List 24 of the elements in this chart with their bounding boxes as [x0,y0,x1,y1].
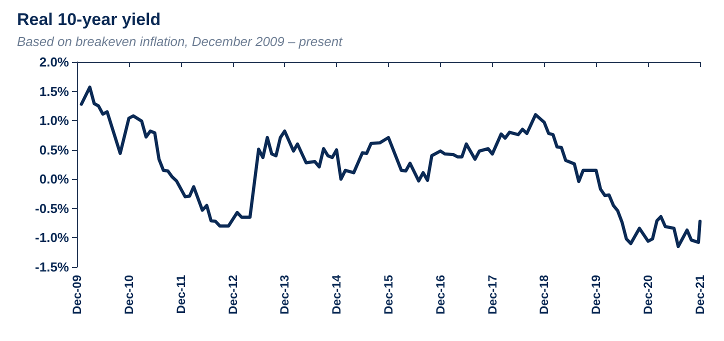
x-tick-label: Dec-09 [70,274,84,314]
x-tick-label: Dec-21 [693,274,707,314]
chart-title: Real 10-year yield [17,10,161,29]
y-tick-label: -1.0% [35,230,70,246]
x-tick-label: Dec-14 [330,274,344,314]
y-tick-label: 0.0% [39,172,70,187]
y-tick-label: 1.5% [39,84,70,99]
x-tick-label: Dec-12 [226,274,240,314]
x-tick-label: Dec-17 [485,274,500,314]
y-tick-label: -0.5% [35,200,70,216]
x-tick-label: Dec-11 [174,274,188,314]
y-tick-label: -1.5% [35,260,70,274]
y-tick-label: 2.0% [39,54,70,70]
x-tick-label: Dec-19 [589,274,604,314]
chart-subtitle: Based on breakeven inflation, December 2009 – present [17,34,344,49]
x-tick-label: Dec-13 [278,274,292,314]
y-tick-label: 0.5% [39,142,70,158]
line-series [80,86,702,248]
x-tick-label: Dec-18 [537,274,552,314]
x-tick-label: Dec-16 [433,274,448,314]
x-tick-label: Dec-10 [122,274,136,314]
y-tick-label: 1.0% [39,113,70,128]
x-tick-label: Dec-15 [381,274,396,314]
x-tick-label: Dec-20 [641,274,656,314]
